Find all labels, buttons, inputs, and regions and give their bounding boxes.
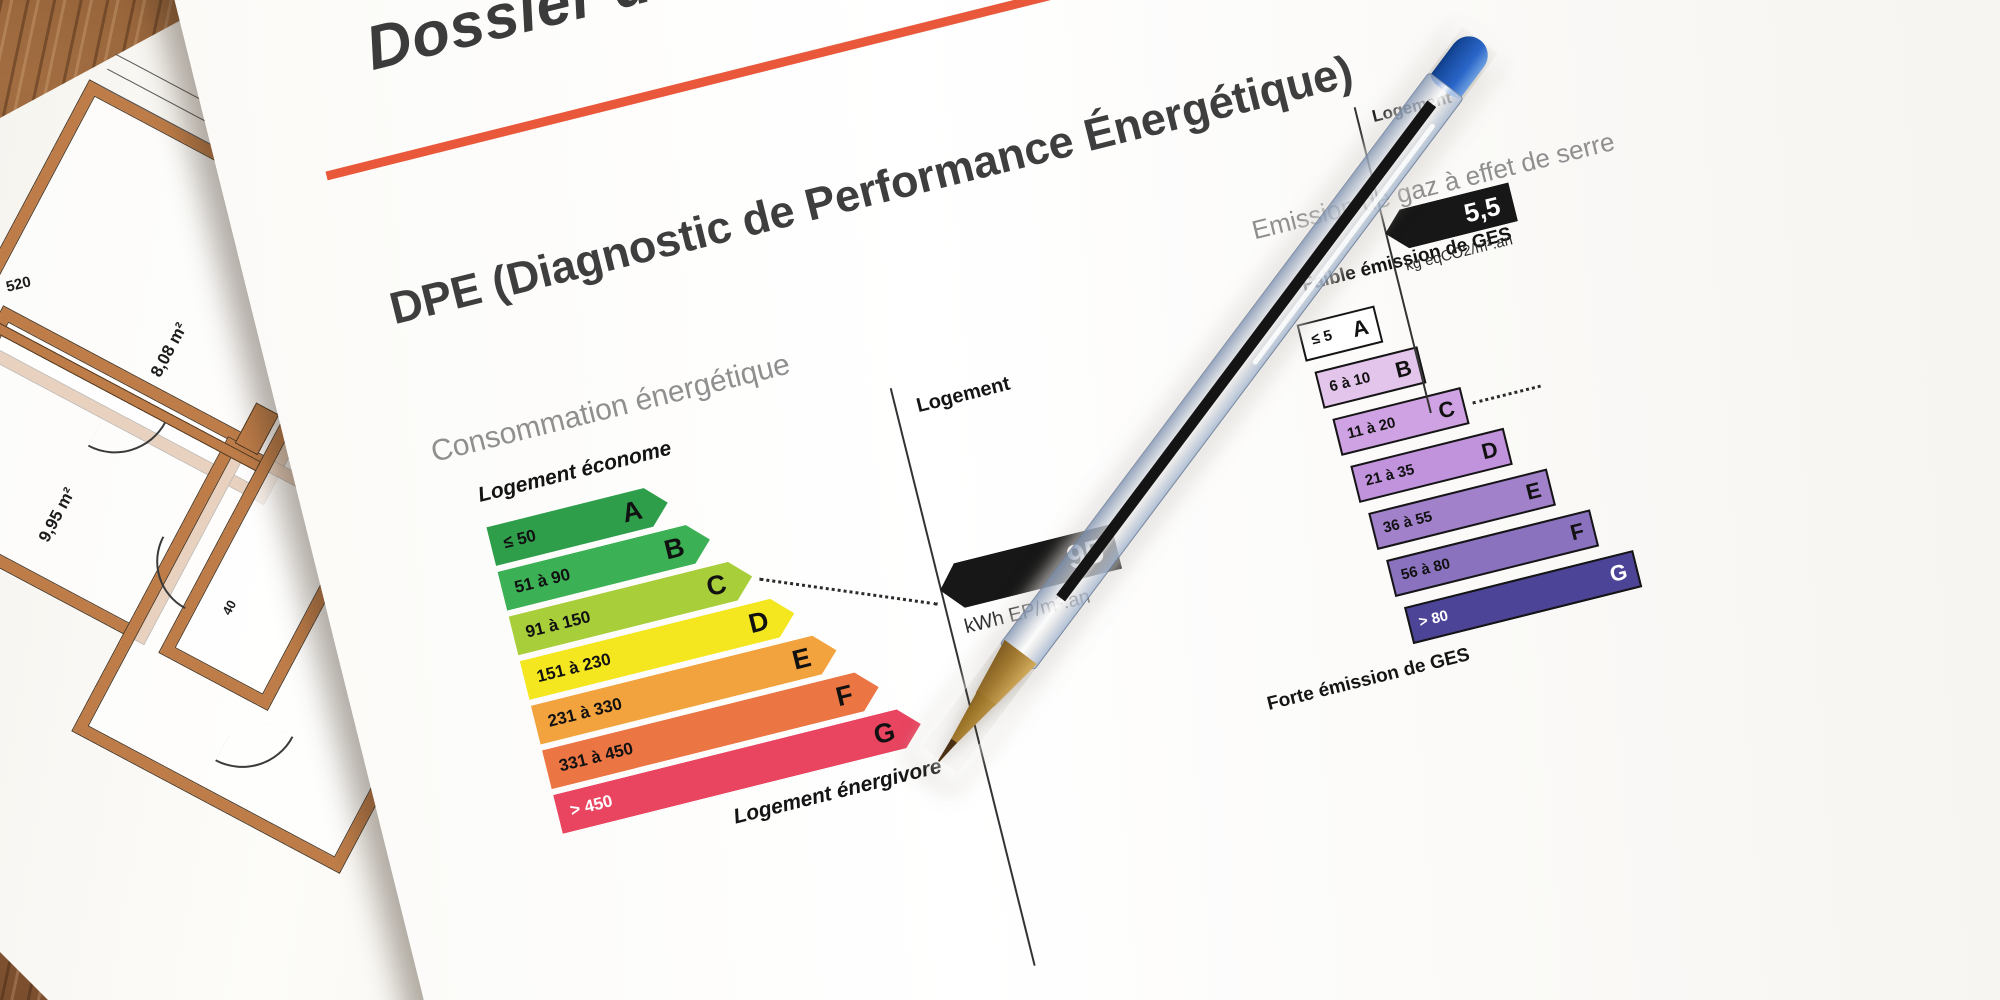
ges-bottom-label: Forte émission de GES [1265, 644, 1472, 715]
ges-class-row: ≤ 5 A [1296, 305, 1384, 362]
class-letter: A [618, 494, 646, 529]
class-letter: F [1567, 517, 1587, 546]
class-range-label: > 80 [1417, 607, 1451, 631]
energy-dotted-connector [759, 577, 938, 606]
class-letter: G [870, 715, 899, 751]
class-letter: E [1523, 477, 1544, 505]
class-letter: B [1392, 354, 1415, 383]
class-range-label: 91 à 150 [523, 607, 593, 642]
class-range-label: ≤ 50 [501, 525, 538, 553]
class-letter: C [703, 568, 730, 603]
ges-value: 5,5 [1460, 190, 1504, 229]
class-letter: F [832, 679, 857, 713]
class-letter: B [661, 531, 688, 566]
class-letter: G [1607, 558, 1630, 587]
class-range-label: > 450 [568, 791, 615, 821]
energy-column-header: Logement [914, 372, 1013, 418]
class-range-label: 21 à 35 [1363, 460, 1417, 490]
class-letter: E [789, 642, 814, 676]
class-letter: A [1349, 313, 1371, 343]
class-range-label: ≤ 5 [1309, 326, 1334, 349]
document-title: Dossier de Diagnostic [359, 0, 1028, 85]
class-letter: C [1435, 395, 1458, 424]
class-range-label: 6 à 10 [1327, 368, 1373, 396]
ges-dotted-connector [1472, 384, 1541, 405]
class-range-label: 36 à 55 [1381, 508, 1434, 537]
class-range-label: 51 à 90 [512, 564, 573, 597]
class-range-label: 56 à 80 [1399, 555, 1452, 584]
class-letter: D [745, 605, 772, 640]
class-range-label: 11 à 20 [1345, 414, 1398, 443]
class-letter: D [1478, 436, 1501, 465]
